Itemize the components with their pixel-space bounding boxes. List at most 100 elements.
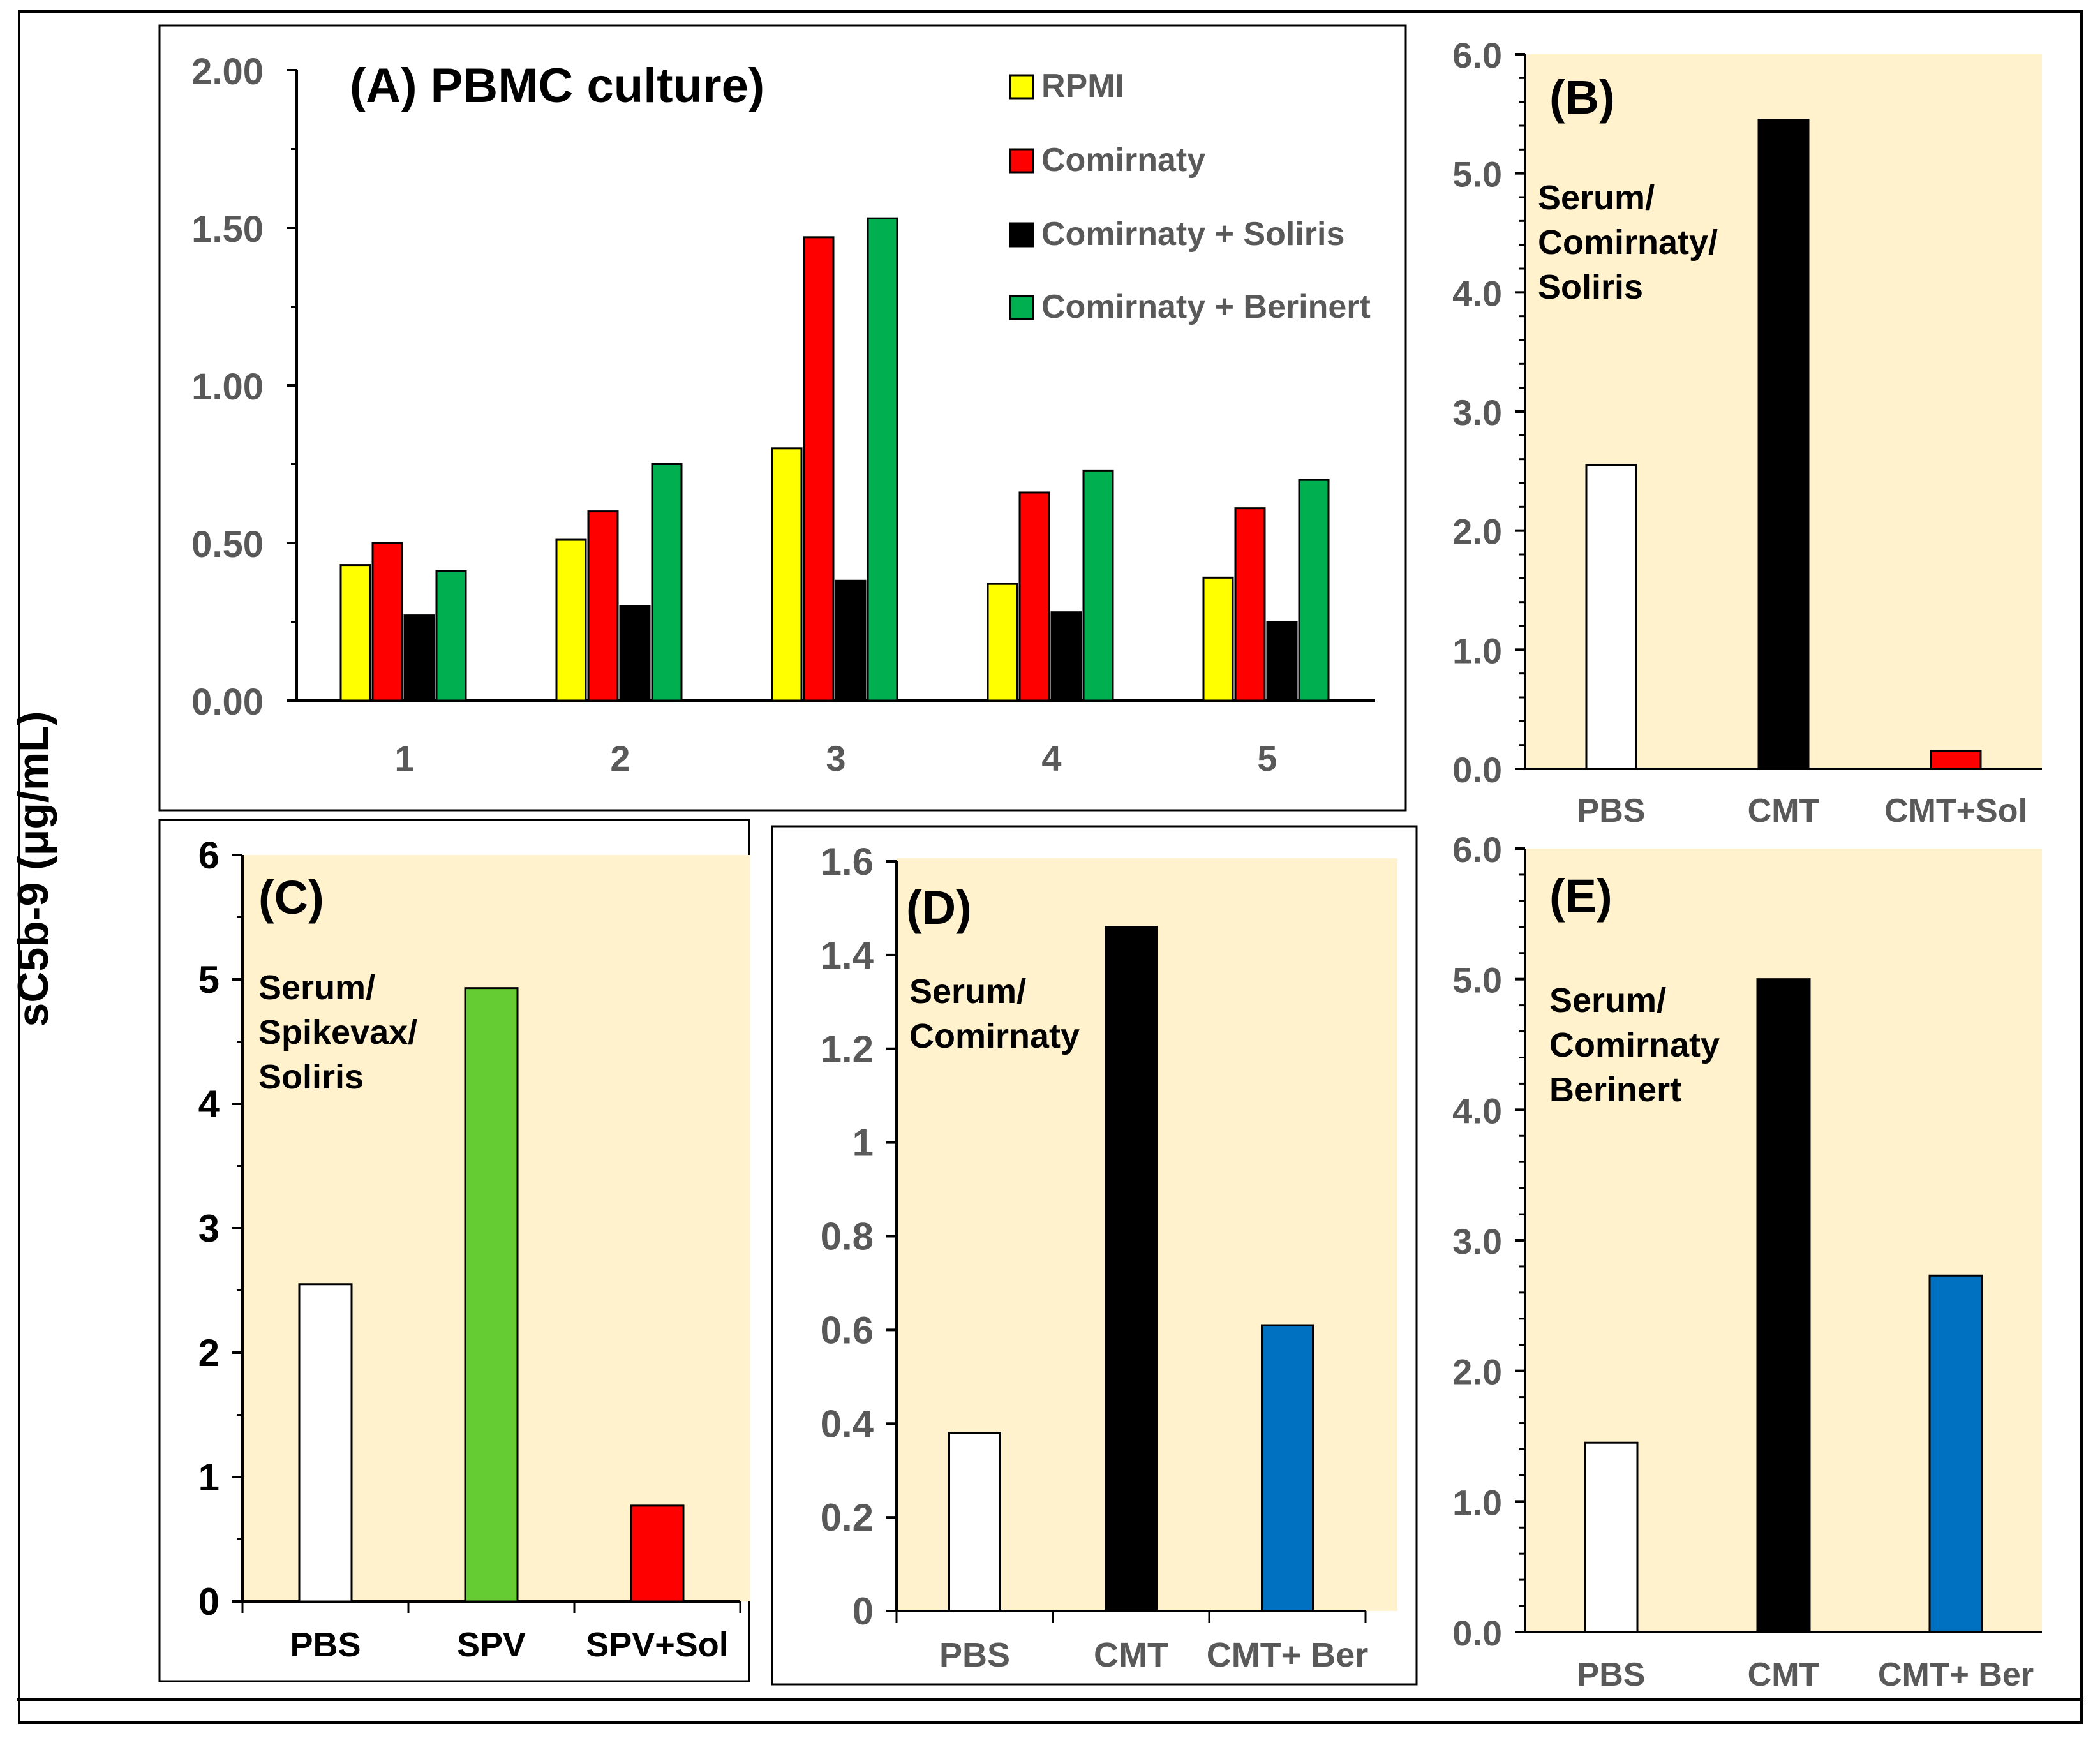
panel-c-x-tick-label: PBS [290, 1626, 361, 1664]
panel-d-frame [771, 825, 1418, 1686]
panel-b-annotation: Serum/ [1538, 179, 1655, 217]
panel-d-bar-2 [1105, 926, 1158, 1612]
panel-c-y-tick-label: 0 [198, 1580, 220, 1623]
panel-b-y-tick-label: 3.0 [1452, 392, 1502, 433]
panel-e-y-tick-label: 4.0 [1452, 1090, 1502, 1131]
panel-c-y-tick-label: 3 [198, 1207, 220, 1250]
panel-d-y-tick-label: 0 [853, 1590, 874, 1633]
panel-a-x-tick-label: 2 [610, 738, 630, 778]
panel-a-bar-3-4 [867, 217, 898, 702]
panel-e-bar-3 [1928, 1274, 1983, 1633]
panel-a-bar-4-2 [1018, 491, 1050, 702]
panel-d-annotation: Serum/ [909, 972, 1026, 1011]
panel-b-x-tick-label: CMT [1748, 792, 1820, 829]
panel-a-legend-label: Comirnaty [1041, 142, 1205, 179]
panel-d-y-tick-label: 0.2 [821, 1496, 874, 1539]
panel-a-y-tick-label: 1.00 [191, 366, 264, 408]
panel-a-y-tick-label: 1.50 [191, 209, 264, 250]
panel-b-annotation: Comirnaty/ [1538, 223, 1718, 262]
panel-c-bar-1 [298, 1283, 353, 1603]
panel-a-bar-5-3 [1266, 621, 1298, 702]
panel-a-title: (A) PBMC culture) [350, 59, 764, 113]
panel-c-y-tick-label: 6 [198, 834, 220, 877]
panel-b-title: (B) [1549, 71, 1615, 124]
panel-a-y-tick-label: 0.50 [191, 524, 264, 565]
panel-e-annotation: Comirnaty [1549, 1026, 1720, 1064]
panel-e-y-tick-label: 0.0 [1452, 1613, 1502, 1653]
panel-a-legend-label: Comirnaty + Berinert [1041, 288, 1371, 325]
panel-d-y-tick-label: 1.6 [821, 840, 874, 883]
panel-a-bar-2-1 [555, 538, 587, 702]
panel-b-y-tick-label: 6.0 [1452, 35, 1502, 75]
panel-e-y-tick-label: 3.0 [1452, 1221, 1502, 1261]
panel-e-annotation: Berinert [1549, 1071, 1681, 1109]
panel-c-y-tick-label: 5 [198, 958, 220, 1001]
panel-a-bar-2-4 [651, 463, 683, 702]
panel-e-bar-1 [1584, 1441, 1639, 1633]
panel-a-legend-label: RPMI [1041, 68, 1124, 105]
panel-d-x-tick-label: PBS [939, 1636, 1010, 1674]
panel-e-y-tick-label: 6.0 [1452, 829, 1502, 870]
panel-c-bar-3 [630, 1504, 685, 1603]
panel-e-y-tick-label: 2.0 [1452, 1352, 1502, 1392]
panel-e-title: (E) [1549, 870, 1612, 923]
panel-e-y-tick-label: 5.0 [1452, 960, 1502, 1000]
panel-a-x-tick-label: 3 [826, 738, 845, 778]
panel-a-bar-1-4 [435, 570, 467, 702]
panel-c-annotation: Soliris [258, 1058, 364, 1096]
panel-b-y-tick-label: 0.0 [1452, 750, 1502, 790]
panel-a-bar-1-1 [339, 564, 371, 702]
outer-frame [18, 10, 2083, 1724]
panel-c-y-tick-label: 1 [198, 1456, 220, 1499]
panel-a-x-tick-label: 1 [394, 738, 414, 778]
panel-a-bar-5-1 [1202, 576, 1234, 702]
panel-d-bar-1 [948, 1432, 1001, 1612]
panel-a-bar-4-1 [987, 583, 1018, 702]
panel-d-bar-3 [1261, 1324, 1314, 1612]
panel-a-x-tick-label: 4 [1041, 738, 1061, 778]
panel-a-y-tick-label: 2.00 [191, 51, 264, 93]
panel-a-legend-swatch [1009, 148, 1034, 174]
panel-e-x-tick-label: PBS [1577, 1656, 1646, 1693]
panel-e-bar-2 [1756, 978, 1811, 1633]
panel-b-bar-3 [1930, 750, 1982, 770]
panel-b-x-tick-label: CMT+Sol [1884, 792, 2027, 829]
panel-b-y-tick-label: 4.0 [1452, 273, 1502, 313]
panel-d-y-tick-label: 0.4 [821, 1402, 874, 1445]
panel-c-bar-2 [464, 987, 519, 1603]
panel-a-legend-label: Comirnaty + Soliris [1041, 216, 1344, 253]
panel-c-title: (C) [258, 871, 324, 924]
panel-c-x-tick-label: SPV+Sol [586, 1626, 729, 1664]
panel-d-annotation: Comirnaty [909, 1017, 1080, 1055]
panel-b-annotation: Soliris [1538, 268, 1643, 306]
panel-a-y-tick-label: 0.00 [191, 681, 264, 723]
panel-c-y-tick-label: 4 [198, 1083, 220, 1125]
panel-a-frame [158, 24, 1407, 812]
panel-e-y-tick-label: 1.0 [1452, 1482, 1502, 1522]
panel-a-bar-2-2 [587, 510, 619, 702]
panel-e-x-tick-label: CMT+ Ber [1878, 1656, 2034, 1693]
panel-b-y-tick-label: 5.0 [1452, 154, 1502, 195]
panel-d-title: (D) [906, 881, 972, 934]
panel-a-x-tick-label: 5 [1257, 738, 1277, 778]
panel-a-bar-3-3 [835, 579, 867, 702]
panel-b-y-tick-label: 1.0 [1452, 630, 1502, 671]
panel-a-legend-swatch [1009, 74, 1034, 100]
panel-a-bar-3-1 [771, 447, 803, 702]
panel-b-bar-1 [1585, 464, 1637, 770]
panel-c-x-tick-label: SPV [457, 1626, 526, 1664]
panel-b-x-tick-label: PBS [1577, 792, 1646, 829]
panel-d-y-tick-label: 0.6 [821, 1309, 874, 1351]
panel-a-bar-5-4 [1298, 479, 1330, 702]
panel-b-y-tick-label: 2.0 [1452, 512, 1502, 552]
panel-a-bar-4-3 [1050, 611, 1082, 702]
panel-c-y-tick-label: 2 [198, 1332, 220, 1374]
panel-a-bar-1-3 [403, 614, 435, 702]
panel-d-y-tick-label: 1 [853, 1122, 874, 1164]
panel-a-bar-3-2 [803, 236, 835, 702]
panel-e-annotation: Serum/ [1549, 981, 1666, 1020]
panel-a-bar-1-2 [371, 542, 403, 702]
panel-d-y-tick-label: 1.2 [821, 1028, 874, 1071]
panel-c-annotation: Serum/ [258, 969, 375, 1007]
